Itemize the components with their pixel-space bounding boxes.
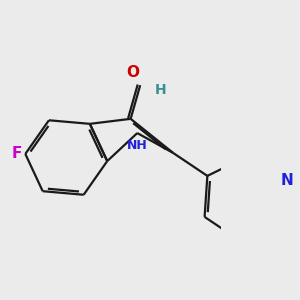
Text: H: H	[155, 82, 167, 97]
Text: N: N	[280, 173, 293, 188]
Text: F: F	[12, 146, 22, 161]
Text: NH: NH	[127, 139, 148, 152]
Text: O: O	[126, 65, 139, 80]
